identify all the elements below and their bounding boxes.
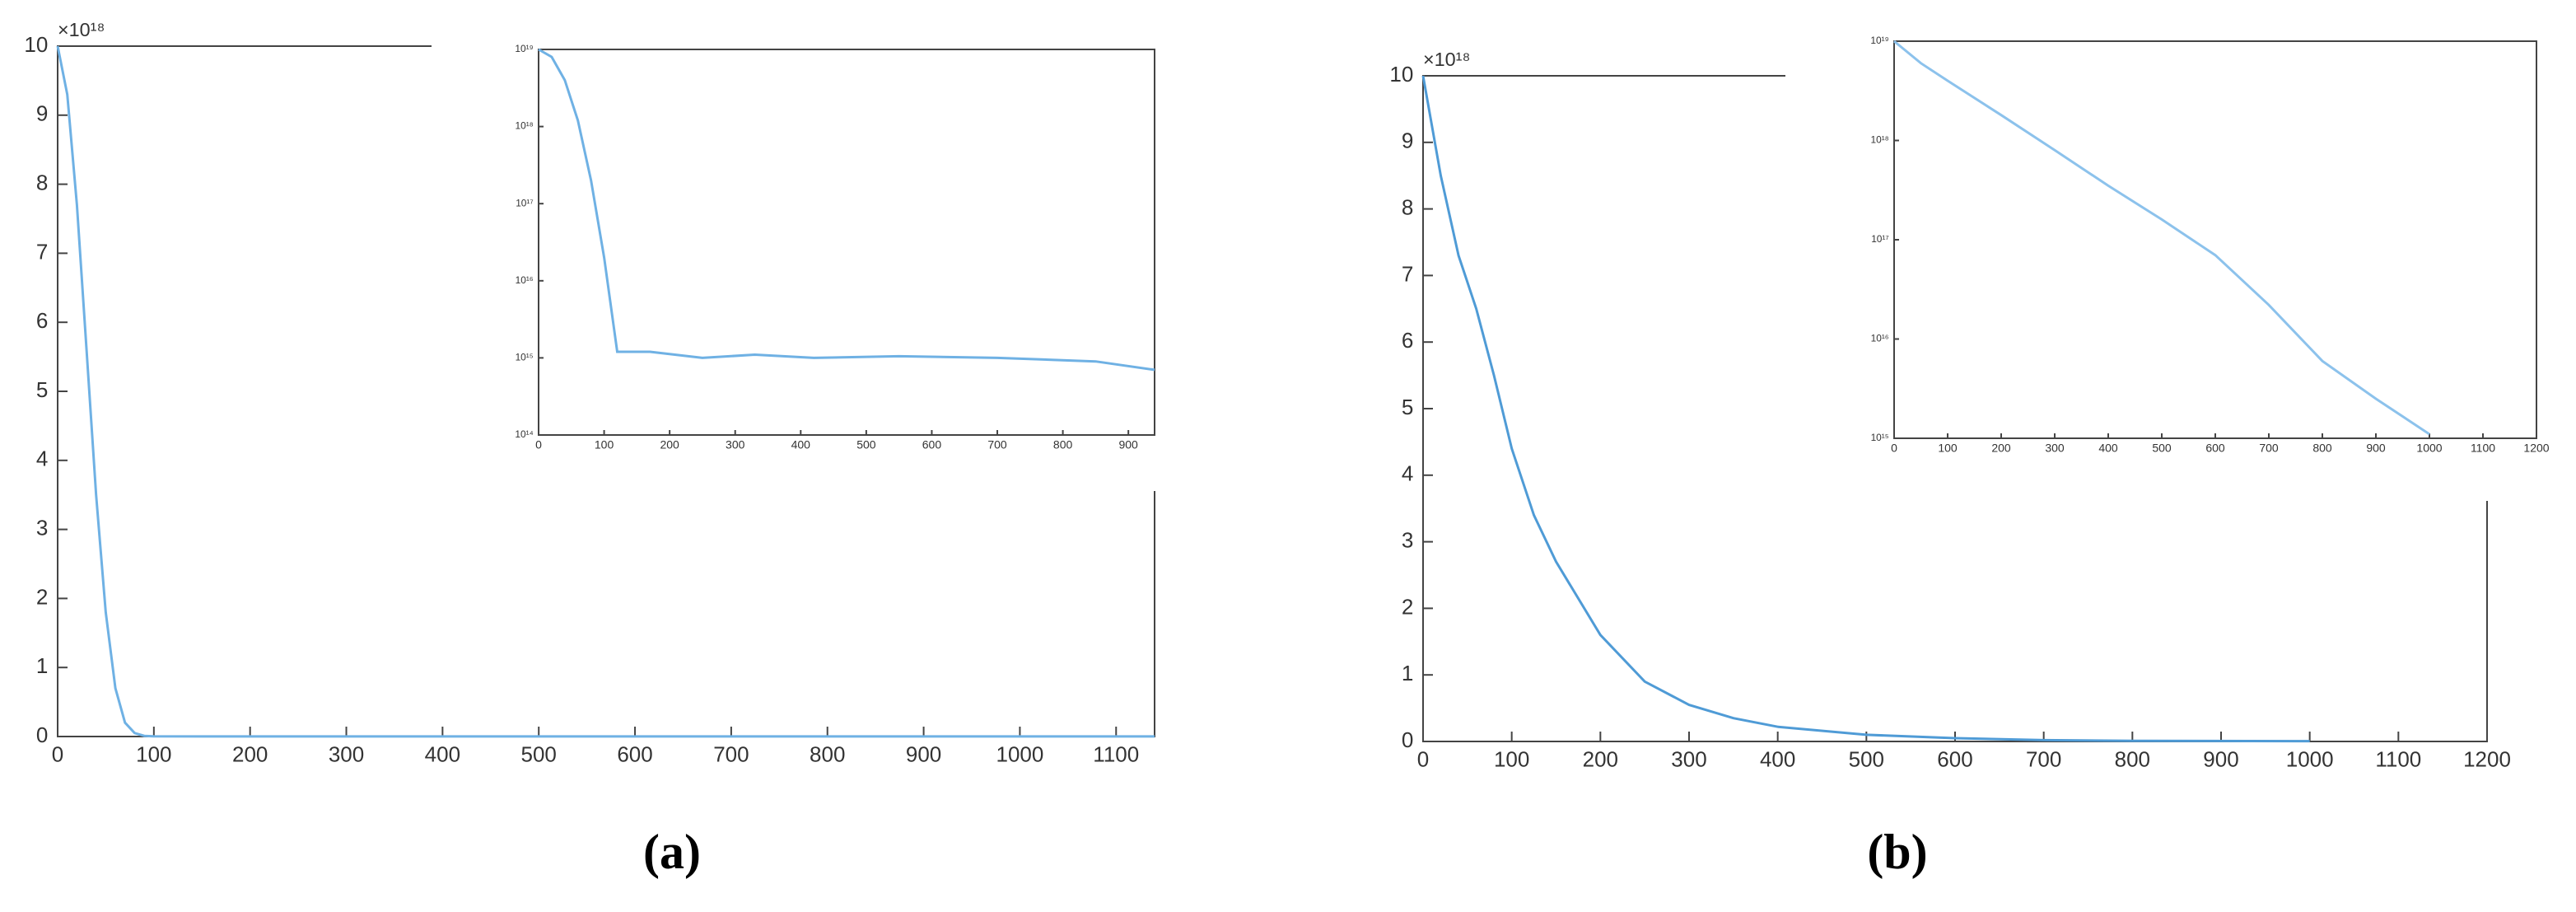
x-tick-label: 1100	[1093, 741, 1139, 766]
x-tick-label: 200	[232, 741, 268, 766]
x-tick-label: 100	[1938, 441, 1958, 454]
y-tick-label: 10¹⁸	[1870, 134, 1888, 146]
axes-background	[1893, 40, 2537, 439]
y-tick-label: 1	[1402, 661, 1413, 685]
y-tick-label: 10¹⁵	[516, 352, 534, 363]
y-tick-label: 7	[1402, 261, 1413, 286]
x-tick-label: 300	[1671, 746, 1706, 771]
y-tick-label: 2	[36, 584, 48, 609]
y-tick-label: 10¹⁸	[515, 120, 533, 132]
y-tick-label: 10¹⁶	[1871, 333, 1889, 344]
x-tick-label: 300	[726, 437, 745, 451]
y-tick-label: 10¹⁷	[516, 197, 534, 208]
x-tick-label: 1000	[996, 741, 1043, 766]
y-tick-label: 4	[1402, 461, 1413, 486]
x-tick-label: 1200	[2523, 441, 2549, 454]
y-tick-label: 10	[1389, 62, 1413, 87]
y-tick-label: 6	[1402, 328, 1413, 353]
x-tick-label: 0	[52, 741, 63, 766]
data-line	[56, 45, 1155, 738]
y-tick-label: 10¹⁷	[1871, 233, 1889, 245]
x-tick-label: 500	[2152, 441, 2172, 454]
x-tick-label: 200	[1991, 441, 2011, 454]
y-tick-label: 9	[1402, 129, 1413, 153]
x-tick-label: 1100	[2471, 441, 2495, 454]
panel-caption: (b)	[1867, 825, 1927, 879]
x-tick-label: 600	[2205, 441, 2225, 454]
x-tick-label: 300	[329, 741, 364, 766]
x-tick-label: 600	[617, 741, 652, 766]
x-tick-label: 900	[2203, 746, 2238, 771]
x-tick-label: 200	[660, 437, 679, 451]
x-tick-label: 700	[987, 437, 1007, 451]
x-tick-label: 900	[2366, 441, 2386, 454]
x-tick-label: 400	[1760, 746, 1795, 771]
x-tick-label: 400	[425, 741, 460, 766]
y-multiplier: ×10¹⁸	[1423, 49, 1470, 70]
x-tick-label: 300	[2045, 441, 2065, 454]
y-tick-label: 3	[36, 515, 48, 540]
y-tick-label: 5	[36, 377, 48, 402]
y-tick-label: 1	[36, 653, 48, 678]
x-tick-label: 200	[1583, 746, 1618, 771]
y-tick-label: 9	[36, 101, 48, 126]
y-tick-label: 8	[36, 170, 48, 194]
y-tick-label: 3	[1402, 527, 1413, 552]
x-tick-label: 800	[2115, 746, 2150, 771]
x-tick-label: 400	[2098, 441, 2118, 454]
y-tick-label: 0	[1402, 727, 1413, 752]
x-tick-label: 0	[535, 437, 542, 451]
y-tick-label: 8	[1402, 194, 1413, 219]
x-tick-label: 700	[2026, 746, 2061, 771]
x-tick-label: 1000	[2286, 746, 2334, 771]
y-tick-label: 10¹⁹	[515, 43, 533, 54]
x-tick-label: 100	[136, 741, 171, 766]
x-tick-label: 1100	[2375, 746, 2421, 771]
x-tick-label: 500	[856, 437, 876, 451]
x-tick-label: 900	[1118, 437, 1138, 451]
y-tick-label: 6	[36, 308, 48, 333]
x-tick-label: 600	[922, 437, 942, 451]
x-tick-label: 100	[595, 437, 614, 451]
y-multiplier: ×10¹⁸	[58, 19, 105, 40]
axes-background	[538, 49, 1155, 436]
y-tick-label: 4	[36, 447, 48, 471]
x-tick-label: 800	[1053, 437, 1073, 451]
x-tick-label: 900	[906, 741, 941, 766]
x-tick-label: 0	[1891, 441, 1897, 454]
data-line	[538, 48, 1155, 372]
data-line	[1421, 75, 2310, 743]
y-tick-label: 2	[1402, 594, 1413, 619]
data-line	[1893, 40, 2430, 436]
x-tick-label: 1200	[2463, 746, 2511, 771]
y-tick-label: 7	[36, 239, 48, 264]
y-tick-label: 10¹⁵	[1871, 432, 1889, 443]
x-tick-label: 700	[713, 741, 749, 766]
x-tick-label: 0	[1417, 746, 1429, 771]
y-tick-label: 10¹⁶	[516, 274, 534, 286]
x-tick-label: 600	[1937, 746, 1972, 771]
y-tick-label: 10¹⁹	[1870, 35, 1888, 46]
y-tick-label: 10	[24, 32, 48, 57]
y-tick-label: 5	[1402, 395, 1413, 419]
x-tick-label: 500	[521, 741, 557, 766]
x-tick-label: 800	[2312, 441, 2332, 454]
x-tick-label: 800	[810, 741, 845, 766]
panel-caption: (a)	[643, 825, 701, 879]
y-tick-label: 0	[36, 723, 48, 747]
x-tick-label: 400	[791, 437, 811, 451]
x-tick-label: 100	[1494, 746, 1529, 771]
x-tick-label: 1000	[2416, 441, 2442, 454]
x-tick-label: 500	[1849, 746, 1884, 771]
y-tick-label: 10¹⁴	[515, 428, 533, 440]
x-tick-label: 700	[2259, 441, 2279, 454]
